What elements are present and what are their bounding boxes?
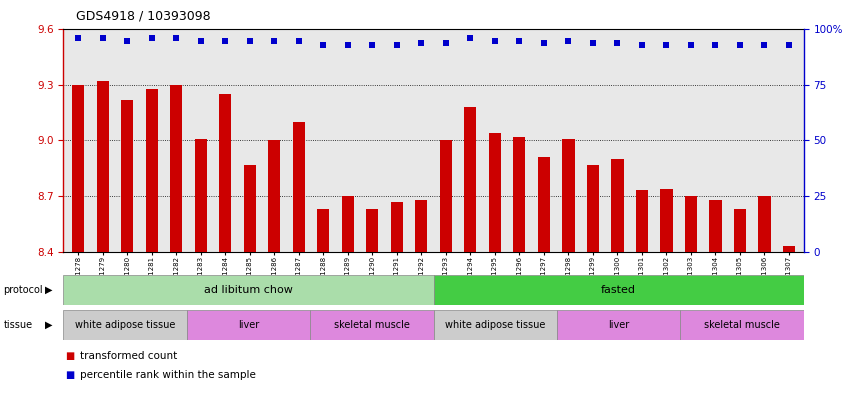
Bar bbox=[310, 310, 433, 340]
Point bbox=[267, 37, 281, 44]
Bar bbox=[661, 189, 673, 252]
Text: white adipose tissue: white adipose tissue bbox=[445, 320, 546, 330]
Point bbox=[341, 42, 354, 48]
Bar bbox=[587, 165, 599, 252]
Text: ■: ■ bbox=[65, 351, 74, 361]
Point bbox=[390, 42, 404, 48]
Text: fasted: fasted bbox=[602, 285, 636, 295]
Bar bbox=[63, 310, 187, 340]
Text: tissue: tissue bbox=[3, 320, 32, 330]
Point bbox=[218, 37, 232, 44]
Bar bbox=[195, 139, 206, 252]
Text: white adipose tissue: white adipose tissue bbox=[75, 320, 175, 330]
Text: ▶: ▶ bbox=[45, 320, 52, 330]
Point bbox=[145, 35, 158, 42]
Point bbox=[365, 42, 379, 48]
Text: transformed count: transformed count bbox=[80, 351, 178, 361]
Text: ad libitum chow: ad libitum chow bbox=[204, 285, 293, 295]
Text: skeletal muscle: skeletal muscle bbox=[334, 320, 409, 330]
Bar bbox=[63, 275, 433, 305]
Text: skeletal muscle: skeletal muscle bbox=[704, 320, 780, 330]
Point bbox=[415, 40, 428, 46]
Point bbox=[71, 35, 85, 42]
Bar bbox=[293, 122, 305, 252]
Point bbox=[758, 42, 772, 48]
Bar bbox=[219, 94, 231, 252]
Bar bbox=[72, 85, 85, 252]
Bar bbox=[612, 159, 624, 252]
Text: ■: ■ bbox=[65, 369, 74, 380]
Bar bbox=[268, 140, 280, 252]
Point bbox=[586, 40, 600, 46]
Bar bbox=[317, 209, 329, 252]
Point bbox=[120, 37, 134, 44]
Text: ▶: ▶ bbox=[45, 285, 52, 295]
Point bbox=[562, 37, 575, 44]
Bar bbox=[433, 275, 804, 305]
Text: percentile rank within the sample: percentile rank within the sample bbox=[80, 369, 256, 380]
Text: GDS4918 / 10393098: GDS4918 / 10393098 bbox=[76, 10, 211, 23]
Point bbox=[488, 37, 502, 44]
Bar bbox=[680, 310, 804, 340]
Bar bbox=[557, 310, 680, 340]
Bar bbox=[514, 137, 525, 252]
Point bbox=[316, 42, 330, 48]
Point bbox=[635, 42, 649, 48]
Bar bbox=[538, 157, 550, 252]
Bar bbox=[121, 100, 134, 252]
Bar bbox=[464, 107, 476, 252]
Bar bbox=[758, 196, 771, 252]
Bar bbox=[636, 191, 648, 252]
Bar bbox=[391, 202, 403, 252]
Point bbox=[292, 37, 305, 44]
Point bbox=[709, 42, 722, 48]
Bar bbox=[783, 246, 795, 252]
Point bbox=[684, 42, 698, 48]
Point bbox=[439, 40, 453, 46]
Point bbox=[611, 40, 624, 46]
Point bbox=[169, 35, 183, 42]
Text: liver: liver bbox=[238, 320, 259, 330]
Text: protocol: protocol bbox=[3, 285, 43, 295]
Point bbox=[194, 37, 207, 44]
Point bbox=[243, 37, 256, 44]
Bar bbox=[415, 200, 427, 252]
Bar bbox=[170, 85, 183, 252]
Bar bbox=[684, 196, 697, 252]
Bar bbox=[187, 310, 310, 340]
Bar bbox=[244, 165, 255, 252]
Text: liver: liver bbox=[608, 320, 629, 330]
Point bbox=[660, 42, 673, 48]
Bar bbox=[733, 209, 746, 252]
Point bbox=[96, 35, 109, 42]
Point bbox=[464, 35, 477, 42]
Bar bbox=[563, 139, 574, 252]
Bar bbox=[440, 140, 452, 252]
Bar bbox=[342, 196, 354, 252]
Bar bbox=[489, 133, 501, 252]
Point bbox=[537, 40, 551, 46]
Bar bbox=[709, 200, 722, 252]
Bar bbox=[366, 209, 378, 252]
Point bbox=[733, 42, 747, 48]
Point bbox=[783, 42, 796, 48]
Bar bbox=[96, 81, 109, 252]
Bar bbox=[433, 310, 557, 340]
Bar bbox=[146, 89, 158, 252]
Point bbox=[513, 37, 526, 44]
